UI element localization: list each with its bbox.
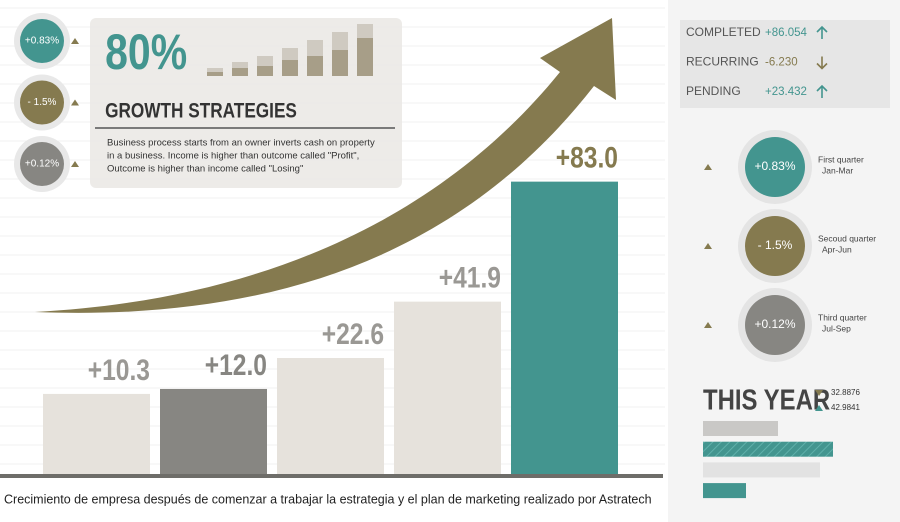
quarter-badge-label: +0.83%: [754, 159, 795, 173]
badge-label: +0.83%: [25, 36, 59, 47]
badge-label: - 1.5%: [28, 97, 57, 108]
stat-label: PENDING: [686, 84, 741, 98]
stat-value: +23.432: [765, 86, 807, 98]
quarter-badge: [745, 137, 805, 197]
value-label: +12.0: [205, 348, 267, 382]
year-bar: [703, 483, 746, 499]
triangle: [815, 405, 823, 411]
triangle: [704, 243, 712, 249]
stat-arrow: [816, 25, 828, 39]
quarter-period: Jul-Sep: [822, 323, 851, 333]
value-label: +10.3: [88, 353, 150, 387]
stat-label: COMPLETED: [686, 25, 761, 39]
triangle: [704, 322, 712, 328]
badge: [20, 142, 64, 186]
year-bar: [703, 441, 833, 457]
quarter-badge-label: - 1.5%: [758, 238, 793, 252]
headline-text: Outcome is higher than income called "Lo…: [107, 164, 303, 175]
quarter-badge: [745, 216, 805, 276]
bar: [160, 388, 267, 474]
stat-value: -6.230: [765, 57, 798, 69]
badge-label: +0.12%: [25, 159, 59, 170]
bar: [277, 358, 384, 474]
badge: [20, 19, 64, 63]
stat-value: +86.054: [765, 27, 807, 39]
growth-arrow: [35, 18, 616, 313]
triangle: [71, 38, 79, 44]
value-label: +83.0: [556, 140, 618, 174]
triangle: [704, 164, 712, 170]
quarter-period: Jan-Mar: [822, 165, 853, 175]
bar: [43, 393, 150, 474]
stat-arrow: [816, 56, 828, 70]
quarter-badge-label: +0.12%: [754, 317, 795, 331]
value-label: +41.9: [439, 260, 501, 294]
stats-box: [680, 20, 890, 108]
stat-label: RECURRING: [686, 55, 759, 69]
bar: [394, 301, 501, 474]
headline-percent: 80%: [105, 24, 187, 80]
headline-text: in a business. Income is higher than out…: [107, 151, 359, 162]
this-year-legend: 42.9841: [831, 403, 860, 412]
triangle: [71, 161, 79, 167]
quarter-badge: [745, 295, 805, 355]
headline-title: GROWTH STRATEGIES: [105, 100, 297, 123]
baseline: [0, 474, 663, 478]
quarter-name: Secoud quarter: [818, 233, 876, 243]
quarter-period: Apr-Jun: [822, 244, 852, 254]
year-bar: [703, 462, 820, 478]
caption: Crecimiento de empresa después de comenz…: [4, 492, 652, 506]
headline-card: [90, 18, 402, 188]
badge: [20, 80, 64, 125]
triangle: [71, 99, 79, 106]
this-year-legend: 32.8876: [831, 388, 860, 397]
triangle: [815, 390, 823, 396]
year-bar: [703, 421, 778, 436]
quarter-name: First quarter: [818, 154, 864, 164]
this-year-title: THIS YEAR: [703, 383, 830, 416]
stat-arrow: [816, 84, 828, 98]
value-label: +22.6: [322, 317, 384, 351]
bar: [511, 181, 618, 474]
sparkline: [207, 24, 373, 76]
headline-text: Business process starts from an owner in…: [107, 138, 375, 149]
quarter-name: Third quarter: [818, 312, 867, 322]
